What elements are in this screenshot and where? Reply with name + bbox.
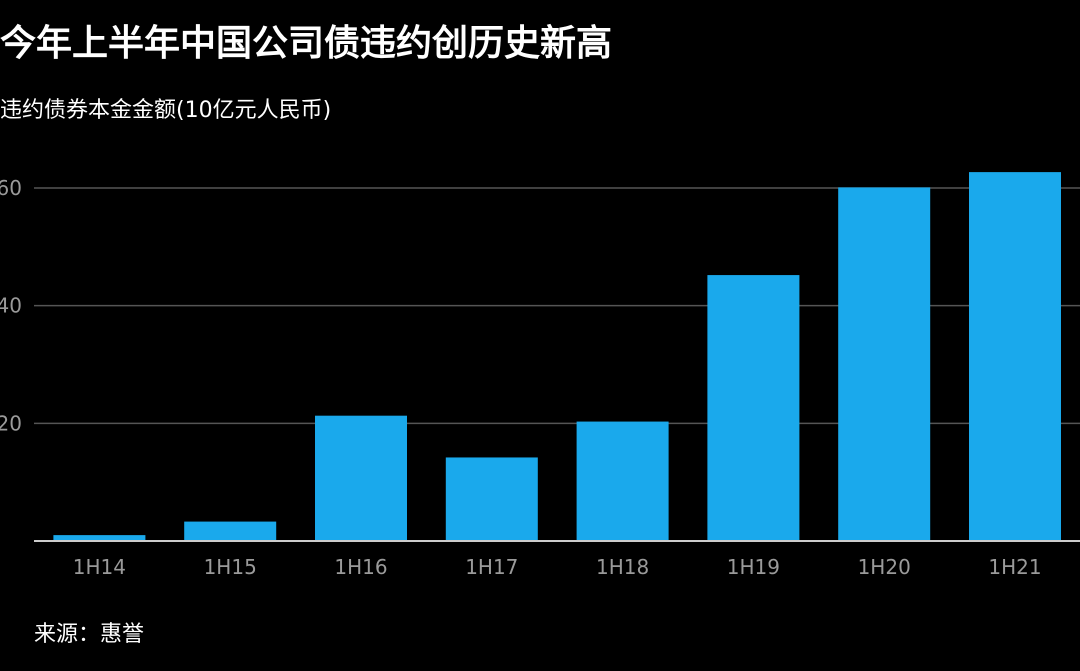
- x-tick-label-1H19: 1H19: [727, 555, 780, 579]
- y-tick-label-60: 60: [0, 176, 22, 200]
- x-tick-label-1H16: 1H16: [334, 555, 387, 579]
- bar-1H15: [184, 521, 277, 541]
- x-tick-label-1H20: 1H20: [858, 555, 911, 579]
- x-tick-label-1H15: 1H15: [204, 555, 257, 579]
- bar-1H16: [315, 415, 407, 541]
- bar-1H21: [969, 172, 1061, 542]
- bar-1H14: [53, 535, 146, 541]
- source-note: 来源：惠誉: [34, 622, 145, 647]
- bars: [53, 172, 1061, 542]
- x-tick-label-1H18: 1H18: [596, 555, 649, 579]
- y-axis-label: 违约债券本金金额(10亿元人民币): [0, 98, 332, 123]
- x-tick-label-1H21: 1H21: [988, 555, 1041, 579]
- y-tick-label-40: 40: [0, 294, 22, 318]
- x-tick-label-1H14: 1H14: [73, 555, 126, 579]
- bar-1H18: [576, 421, 669, 541]
- bar-1H20: [838, 187, 931, 541]
- y-tick-labels: 20 40 60: [0, 176, 22, 435]
- bar-1H19: [707, 275, 800, 541]
- chart-title: 今年上半年中国公司债违约创历史新高: [0, 23, 613, 64]
- x-tick-label-1H17: 1H17: [465, 555, 518, 579]
- bar-1H17: [445, 457, 538, 541]
- x-tick-labels: 1H14 1H15 1H16 1H17 1H18 1H19 1H20 1H21: [73, 555, 1042, 579]
- y-tick-label-20: 20: [0, 411, 22, 435]
